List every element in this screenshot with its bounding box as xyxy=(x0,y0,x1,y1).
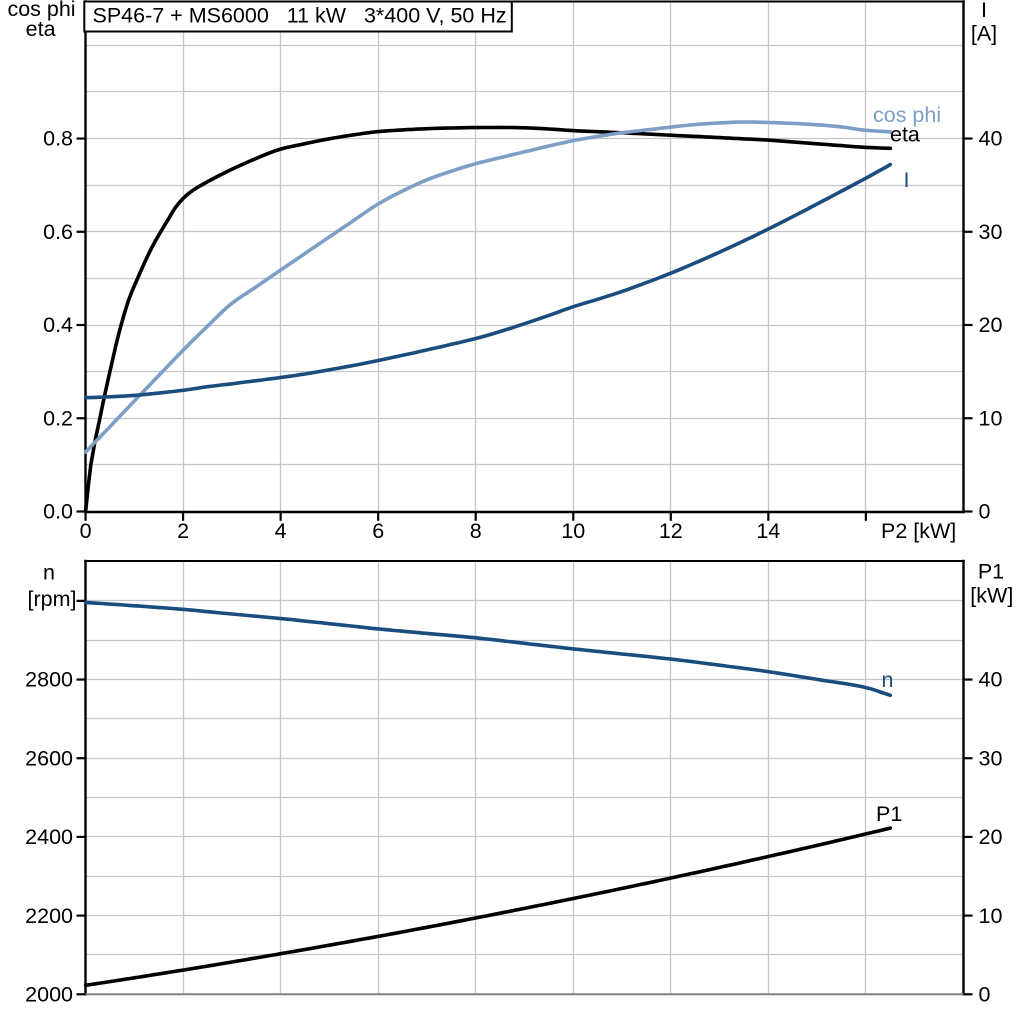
svg-text:0: 0 xyxy=(979,500,991,524)
svg-text:2800: 2800 xyxy=(25,668,73,692)
svg-text:4: 4 xyxy=(275,519,287,543)
svg-text:10: 10 xyxy=(561,519,585,543)
svg-text:n: n xyxy=(882,668,894,692)
svg-text:cos phi: cos phi xyxy=(873,103,941,127)
svg-text:0: 0 xyxy=(80,519,92,543)
svg-text:n: n xyxy=(43,561,55,585)
svg-text:2200: 2200 xyxy=(25,904,73,928)
svg-text:0: 0 xyxy=(979,983,991,1007)
svg-text:I: I xyxy=(981,0,987,22)
svg-text:40: 40 xyxy=(979,668,1003,692)
svg-text:P1: P1 xyxy=(876,802,902,826)
svg-text:20: 20 xyxy=(979,313,1003,337)
svg-text:30: 30 xyxy=(979,746,1003,770)
svg-text:0.2: 0.2 xyxy=(43,407,73,431)
svg-text:2000: 2000 xyxy=(25,983,73,1007)
svg-text:SP46-7 + MS6000 11 kW 3*40: SP46-7 + MS6000 11 kW 3*400 V, 50 Hz xyxy=(93,3,507,27)
svg-text:10: 10 xyxy=(979,407,1003,431)
svg-text:eta: eta xyxy=(890,123,920,147)
svg-text:2: 2 xyxy=(177,519,189,543)
svg-text:[kW]: [kW] xyxy=(970,583,1013,607)
svg-text:0.6: 0.6 xyxy=(43,220,73,244)
svg-text:12: 12 xyxy=(659,519,683,543)
svg-text:14: 14 xyxy=(756,519,780,543)
svg-text:[rpm]: [rpm] xyxy=(28,587,77,611)
svg-text:I: I xyxy=(904,168,910,192)
svg-text:6: 6 xyxy=(372,519,384,543)
svg-text:2400: 2400 xyxy=(25,825,73,849)
svg-text:2600: 2600 xyxy=(25,746,73,770)
svg-text:P1: P1 xyxy=(978,560,1004,584)
svg-text:0.0: 0.0 xyxy=(43,500,73,524)
svg-text:40: 40 xyxy=(979,127,1003,151)
svg-text:0.4: 0.4 xyxy=(43,313,73,337)
svg-text:20: 20 xyxy=(979,825,1003,849)
svg-text:cos phi: cos phi xyxy=(7,0,75,21)
svg-text:[A]: [A] xyxy=(971,22,997,46)
svg-text:30: 30 xyxy=(979,220,1003,244)
svg-text:eta: eta xyxy=(26,17,56,41)
svg-text:P2 [kW]: P2 [kW] xyxy=(881,519,956,543)
svg-text:10: 10 xyxy=(979,904,1003,928)
svg-text:8: 8 xyxy=(470,519,482,543)
svg-text:0.8: 0.8 xyxy=(43,127,73,151)
